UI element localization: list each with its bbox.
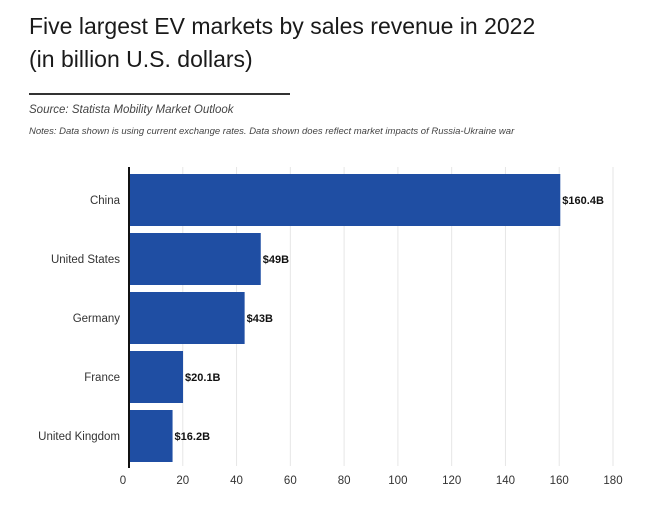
x-tick-label-0: 0 [120,475,126,487]
chart-title-line-2: (in billion U.S. dollars) [29,46,253,72]
category-label-united-states: United States [51,254,120,266]
data-label-united-kingdom: $16.2B [175,431,211,443]
title-divider [29,93,290,95]
chart-title: Five largest EV markets by sales revenue… [29,10,629,76]
x-tick-label-20: 20 [176,475,189,487]
x-tick-label-180: 180 [603,475,622,487]
chart-title-line-1: Five largest EV markets by sales revenue… [29,13,536,39]
category-label-germany: Germany [73,313,121,325]
data-label-germany: $43B [247,313,273,325]
x-tick-label-100: 100 [388,475,407,487]
x-tick-label-60: 60 [284,475,297,487]
x-tick-label-120: 120 [442,475,461,487]
x-tick-label-160: 160 [550,475,569,487]
data-label-china: $160.4B [562,195,604,207]
bar-germany [129,292,245,344]
bar-china [129,174,561,226]
x-tick-label-80: 80 [338,475,351,487]
data-label-united-states: $49B [263,254,289,266]
data-label-france: $20.1B [185,372,221,384]
footnote: Notes: Data shown is using current excha… [29,126,515,137]
x-tick-label-40: 40 [230,475,243,487]
source-note: Source: Statista Mobility Market Outlook [29,104,234,116]
bar-france [129,351,184,403]
category-label-united-kingdom: United Kingdom [38,431,120,443]
bar-united-states [129,233,261,285]
category-label-france: France [84,372,120,384]
category-label-china: China [90,195,121,207]
bar-united-kingdom [129,410,173,462]
x-tick-label-140: 140 [496,475,515,487]
